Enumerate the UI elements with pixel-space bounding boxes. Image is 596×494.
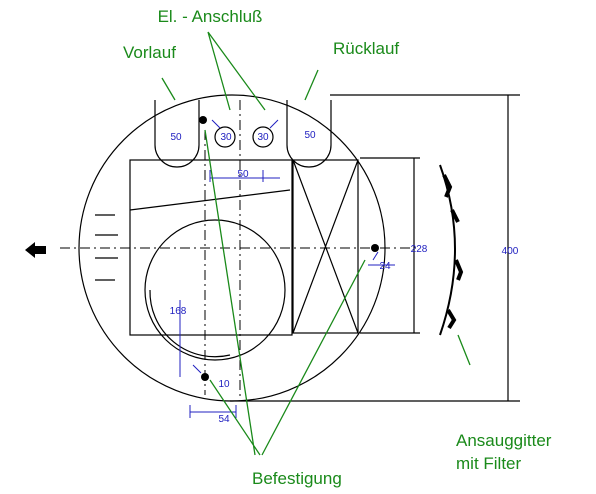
dim: 54 bbox=[218, 414, 230, 425]
label-ruecklauf: Rücklauf bbox=[333, 39, 399, 58]
dim: 50 bbox=[237, 169, 249, 180]
dim: 400 bbox=[502, 246, 519, 257]
dim: 10 bbox=[218, 379, 230, 390]
label-el-anschluss: El. - Anschluß bbox=[158, 7, 263, 26]
dim: 30 bbox=[220, 132, 232, 143]
dimension-lines bbox=[180, 95, 520, 418]
dim: 50 bbox=[170, 132, 182, 143]
dim: 228 bbox=[411, 244, 428, 255]
label-vorlauf: Vorlauf bbox=[123, 43, 176, 62]
label-befestigung: Befestigung bbox=[252, 469, 342, 488]
label-ansauggitter: Ansauggitter bbox=[456, 431, 552, 450]
label-mit-filter: mit Filter bbox=[456, 454, 522, 473]
drawing: El. - Anschluß Vorlauf Rücklauf Ansauggi… bbox=[0, 0, 596, 494]
outline bbox=[25, 95, 461, 401]
dim: 30 bbox=[257, 132, 269, 143]
dim: 24 bbox=[379, 261, 391, 272]
dim: 168 bbox=[170, 306, 187, 317]
dim: 50 bbox=[304, 130, 316, 141]
